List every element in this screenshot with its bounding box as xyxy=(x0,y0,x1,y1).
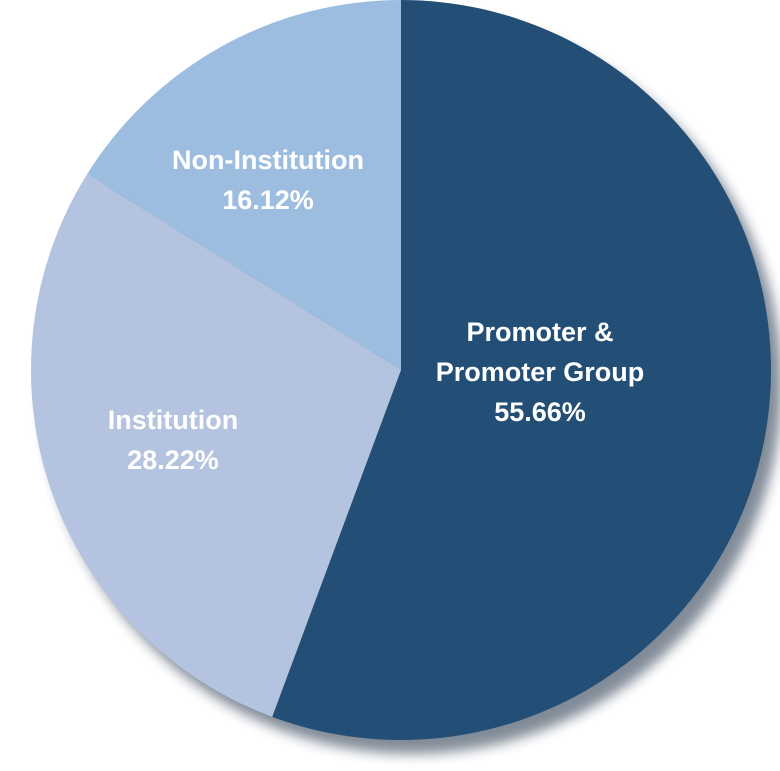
value-label: 16.12% xyxy=(222,185,314,215)
pie-slice xyxy=(87,0,402,370)
pie xyxy=(30,0,771,740)
value-label: 55.66% xyxy=(494,397,586,427)
slice-label: Non-Institution 16.12% xyxy=(148,140,388,220)
category-label: Non-Institution xyxy=(172,145,364,175)
category-label: Institution xyxy=(107,405,239,435)
pie-slice xyxy=(272,0,771,740)
slice-label: Institution 28.22% xyxy=(53,400,293,480)
category-label: Promoter & Promoter Group xyxy=(435,317,645,387)
value-label: 28.22% xyxy=(127,445,219,475)
pie-slice xyxy=(30,174,401,717)
slice-label: Promoter & Promoter Group 55.66% xyxy=(420,312,660,432)
